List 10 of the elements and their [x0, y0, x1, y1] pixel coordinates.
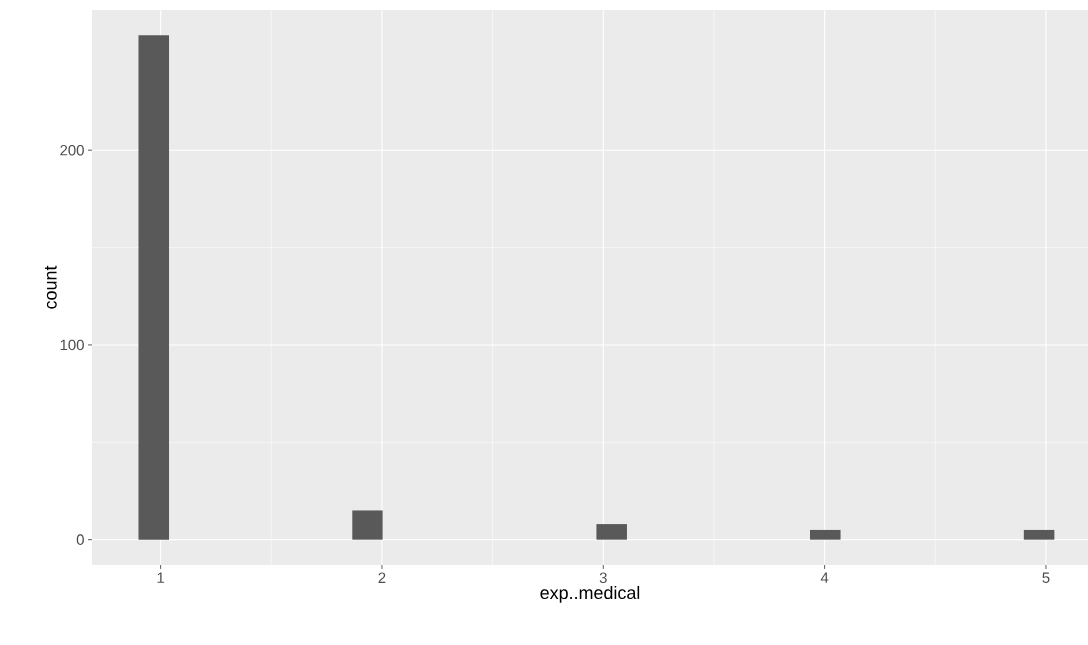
x-tick-label: 5: [1042, 572, 1050, 583]
x-tick-label: 1: [157, 572, 165, 583]
x-tick-label: 2: [378, 572, 386, 583]
x-tick-label: 4: [820, 572, 829, 583]
y-axis-title: count: [44, 265, 57, 309]
y-tick-label: 0: [76, 534, 84, 545]
x-tick-label: 3: [599, 572, 607, 584]
y-tick-label: 200: [60, 144, 84, 156]
x-axis-title: exp..medical: [540, 585, 640, 603]
y-tick-label: 100: [60, 339, 84, 351]
